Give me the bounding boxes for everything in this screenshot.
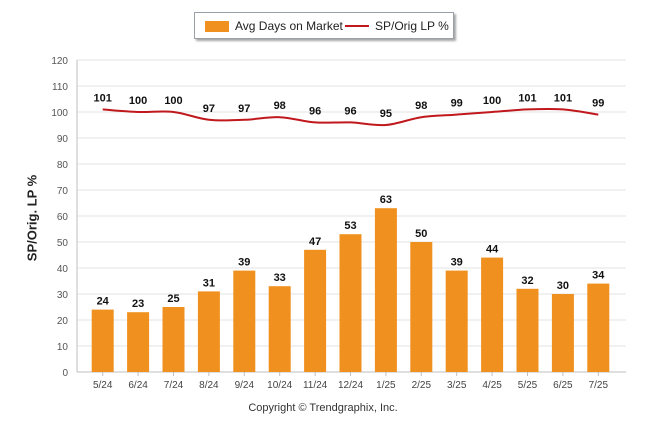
line-data-label: 101 — [554, 92, 572, 104]
legend-bar-label: Avg Days on Market — [235, 19, 343, 33]
bar-data-label: 34 — [592, 270, 605, 282]
bar — [127, 312, 150, 372]
y-tick-label: 120 — [51, 56, 68, 67]
x-tick-label: 3/25 — [447, 380, 467, 391]
line-data-label: 100 — [164, 95, 182, 107]
y-tick-label: 40 — [57, 264, 69, 275]
bar-data-label: 50 — [415, 228, 427, 240]
legend-bar-swatch — [205, 21, 229, 32]
y-tick-label: 10 — [57, 342, 69, 353]
line-data-label: 99 — [451, 98, 463, 110]
y-tick-label: 80 — [57, 160, 69, 171]
bar-data-label: 44 — [486, 244, 499, 256]
line-data-label: 99 — [592, 98, 604, 110]
x-tick-label: 2/25 — [412, 380, 432, 391]
y-tick-label: 110 — [52, 82, 68, 93]
bar-data-label: 47 — [309, 236, 321, 248]
legend: Avg Days on Market SP/Orig LP % — [194, 12, 454, 39]
x-tick-label: 5/24 — [93, 380, 113, 391]
line-data-label: 96 — [309, 105, 321, 117]
bar — [374, 208, 397, 372]
line-data-label: 97 — [203, 103, 215, 115]
bar — [233, 270, 256, 372]
line-data-label: 96 — [344, 105, 356, 117]
bar — [445, 270, 468, 372]
y-tick-label: 100 — [51, 108, 68, 119]
y-tick-label: 50 — [57, 238, 69, 249]
bar — [197, 291, 220, 372]
bar — [91, 309, 114, 372]
bar — [304, 249, 327, 372]
bar-data-label: 24 — [97, 296, 110, 308]
line-data-label: 101 — [94, 92, 112, 104]
x-tick-label: 11/24 — [303, 380, 328, 391]
bar-data-label: 32 — [521, 275, 533, 287]
line-data-label: 101 — [518, 92, 536, 104]
legend-line-swatch — [345, 25, 369, 27]
y-tick-label: 0 — [62, 368, 68, 379]
bar-data-label: 39 — [238, 257, 250, 269]
line-data-label: 97 — [238, 103, 250, 115]
x-tick-label: 8/24 — [199, 380, 219, 391]
y-tick-label: 20 — [57, 316, 69, 327]
line-data-label: 95 — [380, 108, 392, 120]
x-tick-label: 6/24 — [128, 380, 148, 391]
x-tick-label: 7/24 — [164, 380, 184, 391]
x-tick-label: 9/24 — [235, 380, 255, 391]
bar — [410, 242, 433, 372]
x-tick-label: 5/25 — [518, 380, 538, 391]
line-data-label: 100 — [129, 95, 147, 107]
bar — [481, 257, 504, 372]
line-data-label: 98 — [415, 100, 427, 112]
legend-line-label: SP/Orig LP % — [375, 19, 449, 33]
bar-data-label: 31 — [203, 277, 215, 289]
bar — [268, 286, 291, 372]
bar-data-label: 39 — [451, 257, 463, 269]
copyright-text: Copyright © Trendgraphix, Inc. — [248, 402, 398, 414]
y-tick-label: 30 — [57, 290, 69, 301]
bar-data-label: 33 — [274, 272, 286, 284]
x-tick-label: 1/25 — [376, 380, 396, 391]
x-tick-label: 6/25 — [553, 380, 573, 391]
line-series-path — [102, 107, 599, 127]
bar-data-label: 53 — [344, 220, 356, 232]
x-tick-label: 12/24 — [338, 380, 363, 391]
bar-data-label: 63 — [380, 194, 392, 206]
line-data-label: 98 — [274, 100, 286, 112]
bar-data-label: 23 — [132, 298, 144, 310]
line-data-label: 100 — [483, 95, 501, 107]
y-axis-label: SP/Orig. LP % — [24, 174, 40, 262]
bar-data-label: 30 — [557, 280, 569, 292]
bar — [587, 283, 610, 372]
y-tick-label: 60 — [57, 212, 69, 223]
y-tick-label: 70 — [57, 186, 69, 197]
bar — [339, 234, 362, 372]
x-tick-label: 10/24 — [267, 380, 292, 391]
x-tick-label: 4/25 — [482, 380, 502, 391]
y-tick-label: 90 — [57, 134, 69, 145]
bar — [551, 294, 574, 372]
bar — [516, 288, 539, 372]
bar-data-label: 25 — [167, 293, 179, 305]
bar — [162, 307, 185, 372]
x-tick-label: 7/25 — [589, 380, 609, 391]
